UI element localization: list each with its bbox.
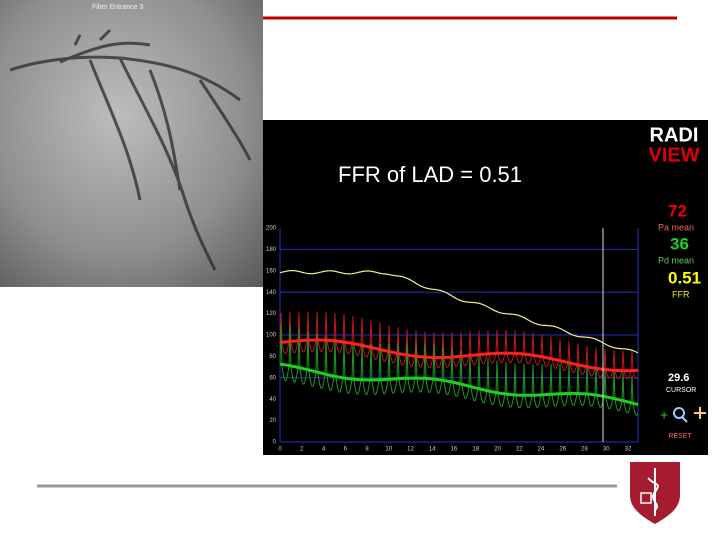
readout-label: Pa mean (658, 222, 694, 232)
x-tick-label: 20 (494, 447, 501, 453)
y-tick-label: 60 (269, 375, 276, 381)
ffr-trace (279, 270, 639, 354)
logo-box (643, 122, 707, 180)
x-tick-label: 30 (603, 447, 610, 453)
x-tick-label: 28 (581, 447, 588, 453)
readout-label: CURSOR (666, 387, 696, 394)
readout-value: 36 (670, 234, 689, 253)
x-tick-label: 18 (472, 447, 479, 453)
angiogram-image (0, 0, 263, 287)
shield-mark (640, 492, 652, 504)
readout-label: FFR (672, 289, 690, 299)
readout-value: 0.51 (668, 268, 701, 287)
x-tick-label: 12 (407, 447, 414, 453)
ffr-panel: FFR of LAD = 0.51 RADI VIEW 72 Pa mean 3… (263, 120, 708, 455)
x-tick-label: 8 (365, 447, 369, 453)
vessels (9, 28, 252, 271)
y-tick-label: 120 (266, 311, 277, 317)
y-tick-label: 140 (266, 290, 277, 296)
y-tick-label: 40 (269, 397, 276, 403)
y-tick-label: 100 (266, 333, 277, 339)
x-tick-label: 24 (538, 447, 545, 453)
magnifier[interactable] (673, 407, 685, 419)
pressure-pd (279, 324, 639, 416)
angiogram-caption: Filter Entrance 3 (92, 4, 143, 11)
angiogram: Filter Entrance 3 (0, 0, 263, 287)
y-tick-label: 160 (266, 268, 277, 274)
slide-title: FFR of LAD = 0.51 (338, 162, 522, 187)
y-tick-label: 20 (269, 418, 276, 424)
pan[interactable] (694, 407, 706, 419)
x-tick-label: 6 (344, 447, 348, 453)
x-tick-label: 4 (322, 447, 326, 453)
x-tick-label: 14 (429, 447, 436, 453)
shield-logo (630, 462, 680, 524)
x-tick-label: 32 (625, 447, 632, 453)
x-tick-label: 10 (385, 447, 392, 453)
readout-value: 29.6 (668, 372, 689, 384)
logo-line2: VIEW (648, 144, 699, 166)
y-tick-label: 180 (266, 247, 277, 253)
magnifier-handle (681, 416, 688, 423)
readout-label: Pd mean (658, 255, 694, 265)
y-tick-label: 0 (273, 440, 277, 446)
pa-mean (279, 338, 639, 373)
x-tick-label: 22 (516, 447, 523, 453)
x-tick-label: 2 (300, 447, 304, 453)
pressure-pa (279, 311, 639, 380)
zoom-controls[interactable]: + (660, 407, 706, 423)
y-tick-label: 200 (266, 226, 277, 232)
shield-emblem (647, 468, 659, 516)
x-tick-label: 26 (559, 447, 566, 453)
y-tick-label: 80 (269, 354, 276, 360)
zoom-in[interactable]: + (660, 407, 668, 423)
reset-button[interactable]: RESET (668, 433, 692, 440)
logo-line1: RADI (650, 124, 699, 146)
readout-value: 72 (668, 201, 687, 220)
x-tick-label: 0 (278, 447, 282, 453)
pd-mean (279, 362, 639, 406)
x-tick-label: 16 (451, 447, 458, 453)
